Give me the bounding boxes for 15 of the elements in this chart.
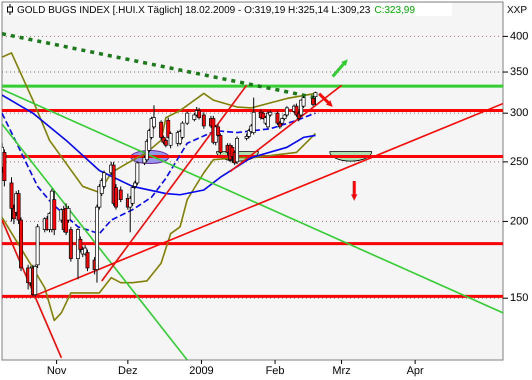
x-tick-label: Mrz <box>332 365 351 377</box>
y-tick-label: 250 <box>510 156 528 168</box>
y-tick-label: 150 <box>510 292 528 304</box>
y-tick-label: 400 <box>510 30 528 42</box>
y-axis-title: XXP <box>506 5 528 16</box>
x-tick-label: Feb <box>266 365 285 377</box>
y-tick-label: 200 <box>510 215 528 228</box>
y-tick-label: 350 <box>510 66 528 78</box>
x-tick-label: Apr <box>406 365 424 377</box>
y-tick-label: 300 <box>510 107 528 120</box>
chart-subtitle: C:323,99 <box>374 5 416 16</box>
x-tick-label: Nov <box>46 365 67 377</box>
x-tick-label: 2009 <box>189 365 214 377</box>
chart-title: GOLD BUGS INDEX [.HUI.X Täglich] 18.02.2009 - O:319,19 H:325,14 L:309,23 <box>17 5 371 16</box>
x-tick-label: Dez <box>118 365 138 377</box>
